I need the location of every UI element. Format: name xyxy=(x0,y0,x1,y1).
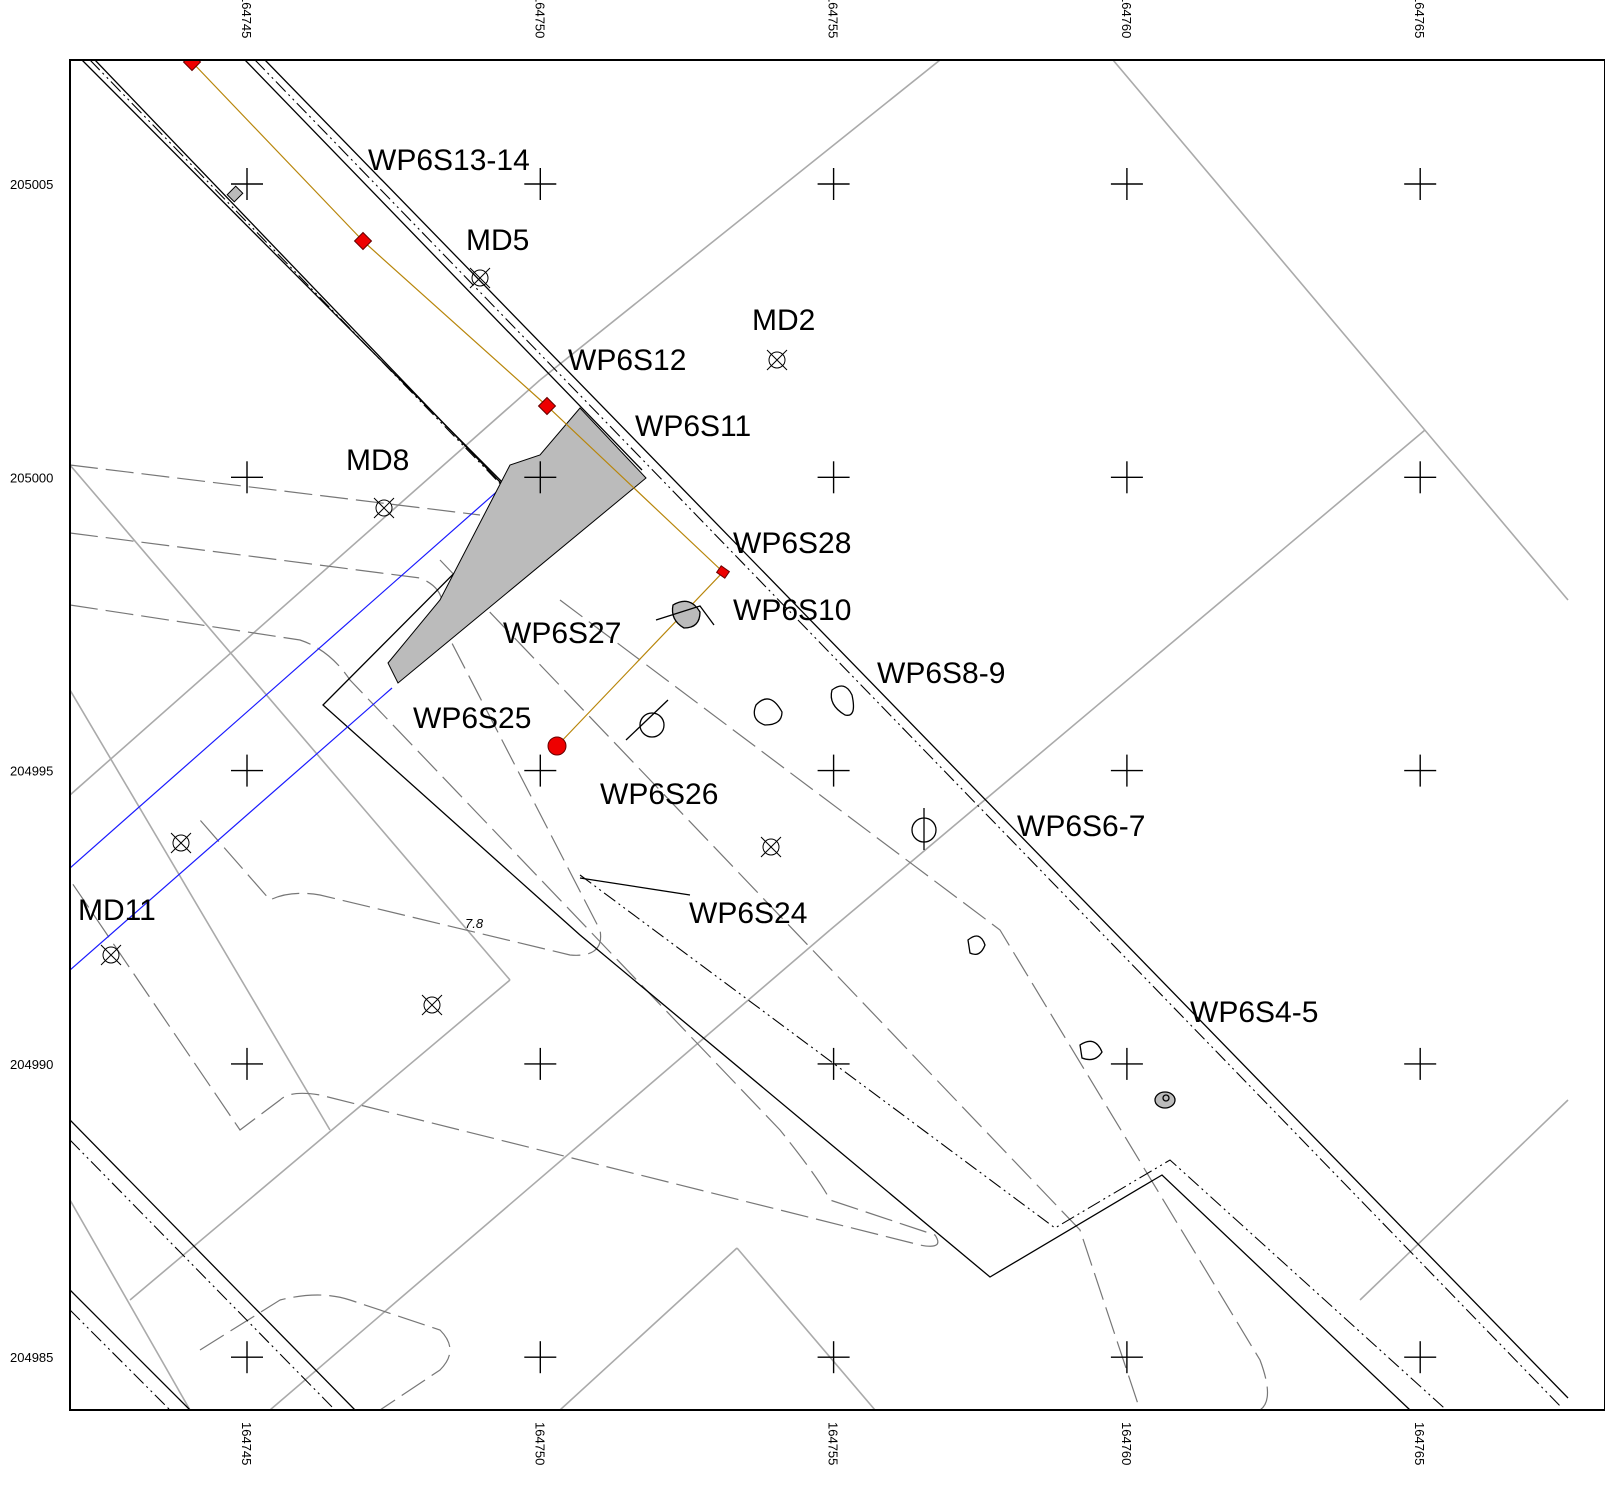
pipe xyxy=(70,479,511,869)
find-spot xyxy=(373,497,395,519)
label: MD11 xyxy=(78,894,156,927)
find-spot xyxy=(375,499,393,517)
feature-labels: WP6S13-14 MD5 MD2 WP6S12 WP6S11 MD8 WP6S… xyxy=(78,144,1318,1029)
northing-label: 205005 xyxy=(10,177,53,192)
easting-label: 164755 xyxy=(826,1422,841,1465)
road xyxy=(70,60,1569,1410)
label: WP6S6-7 xyxy=(1017,810,1145,843)
find-spot xyxy=(170,832,192,854)
easting-label: 164745 xyxy=(239,1422,254,1465)
label: WP6S4-5 xyxy=(1190,996,1318,1029)
label: WP6S11 xyxy=(635,410,751,443)
easting-label: 164745 xyxy=(239,0,254,38)
parcel-lines xyxy=(70,60,1569,1410)
grid-crosses xyxy=(231,168,1437,1374)
label: WP6S12 xyxy=(568,344,686,377)
easting-label: 164750 xyxy=(532,1422,547,1465)
find-spot xyxy=(471,269,489,287)
easting-label: 164765 xyxy=(1412,1422,1427,1465)
easting-label: 164755 xyxy=(826,0,841,38)
coordinates: 164745 164745 164750 164750 164755 164755 1647… xyxy=(10,0,1427,1465)
easting-label: 164760 xyxy=(1119,1422,1134,1465)
label: MD2 xyxy=(752,304,815,337)
northing-label: 205000 xyxy=(10,470,53,485)
label: WP6S24 xyxy=(689,897,807,930)
find-spot xyxy=(102,946,120,964)
find-spot xyxy=(766,349,788,371)
label: WP6S26 xyxy=(600,778,718,811)
find-spot xyxy=(421,994,443,1016)
label: WP6S10 xyxy=(733,594,851,627)
frame xyxy=(69,59,1605,1411)
contour-label: 7.8 xyxy=(465,916,484,931)
easting-label: 164765 xyxy=(1412,0,1427,38)
label: WP6S8-9 xyxy=(877,657,1005,690)
shaded-area xyxy=(387,407,647,684)
find-spot xyxy=(762,838,780,856)
label: WP6S25 xyxy=(413,702,531,735)
northing-label: 204990 xyxy=(10,1057,53,1072)
find-spots xyxy=(100,267,788,1016)
find-spot xyxy=(768,351,786,369)
find-spot xyxy=(172,834,190,852)
label: MD5 xyxy=(466,224,529,257)
find-spot xyxy=(423,996,441,1014)
pipe xyxy=(70,687,393,971)
northing-label: 204985 xyxy=(10,1350,53,1365)
features xyxy=(625,600,1176,1109)
northing-label: 204995 xyxy=(10,764,53,779)
find-spot xyxy=(100,944,122,966)
find-spot xyxy=(760,836,782,858)
label: WP6S13-14 xyxy=(368,144,530,177)
label: WP6S27 xyxy=(503,617,621,650)
section-markers xyxy=(182,60,731,756)
marker xyxy=(226,185,244,203)
label: WP6S28 xyxy=(733,527,851,560)
map-body: 7.8 xyxy=(70,60,1569,1410)
find-spot xyxy=(469,267,491,289)
contours xyxy=(70,464,1269,1410)
label: MD8 xyxy=(346,444,409,477)
easting-label: 164750 xyxy=(532,0,547,38)
easting-label: 164760 xyxy=(1119,0,1134,38)
